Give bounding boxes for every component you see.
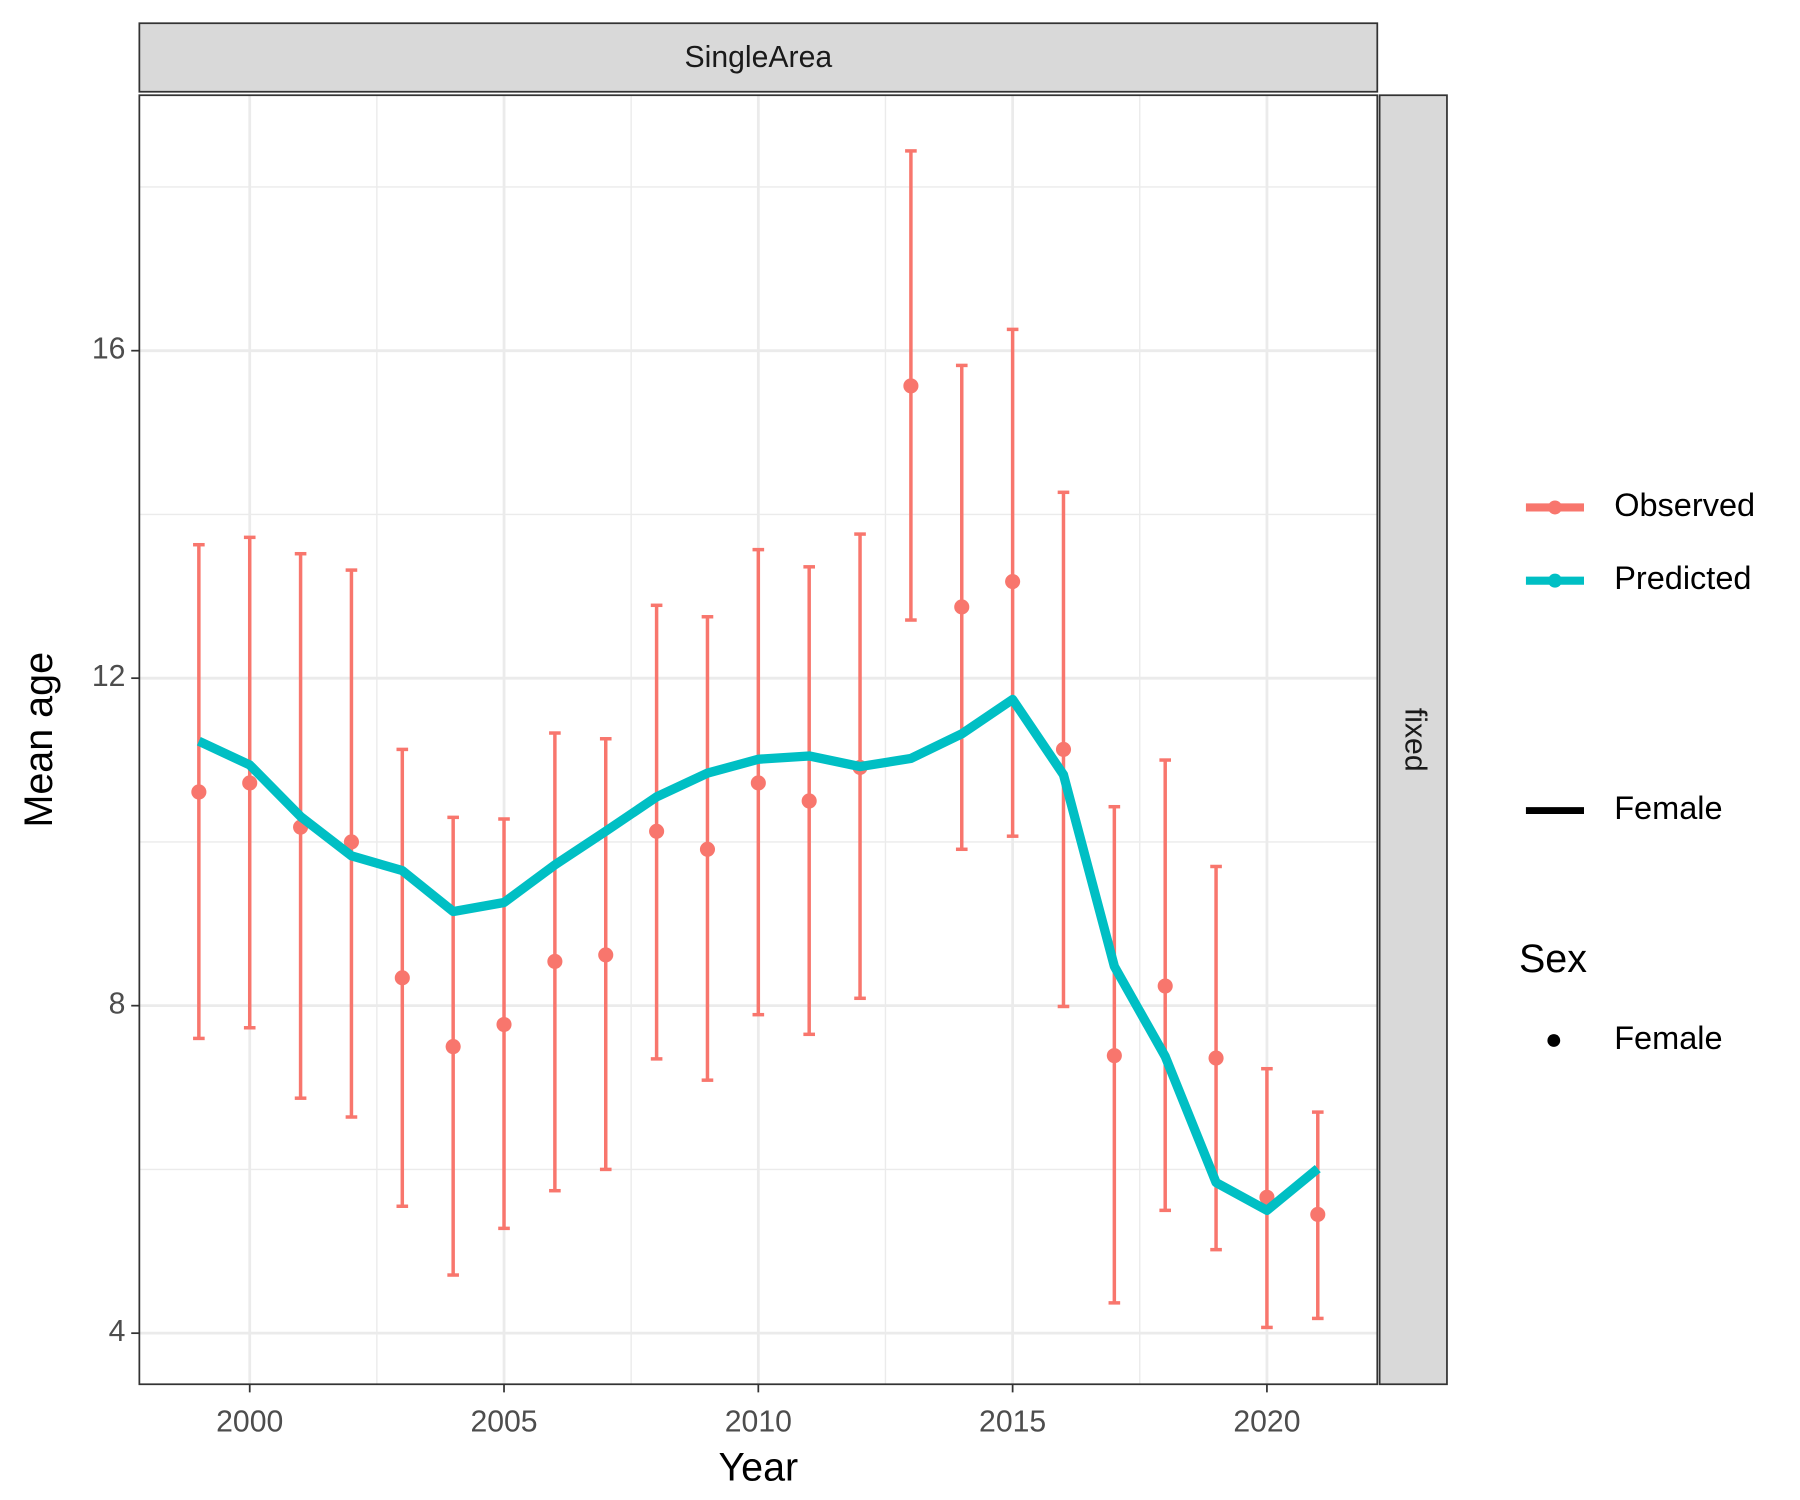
y-tick-label: 12	[92, 660, 126, 693]
point	[242, 775, 258, 791]
point	[801, 793, 817, 809]
point	[598, 947, 614, 963]
y-tick-label: 4	[109, 1315, 126, 1348]
y-axis-title: Mean age	[17, 652, 61, 828]
y-tick-label: 16	[92, 333, 126, 366]
strip-label: fixed	[1398, 708, 1431, 772]
legend-key	[1547, 573, 1562, 588]
strip-label: SingleArea	[684, 41, 832, 74]
point	[394, 970, 410, 986]
point	[191, 784, 207, 800]
point	[445, 1039, 461, 1055]
point	[750, 775, 766, 791]
legend-label: Female	[1614, 790, 1722, 826]
point	[954, 599, 970, 615]
plot-area	[191, 149, 1326, 1330]
point	[1005, 574, 1021, 590]
point	[1208, 1050, 1224, 1066]
point	[1310, 1206, 1326, 1222]
legend-label: Observed	[1614, 487, 1755, 523]
point	[699, 841, 716, 857]
point	[496, 1016, 512, 1033]
point	[903, 378, 919, 394]
x-tick-label: 2010	[725, 1406, 792, 1439]
point	[343, 834, 359, 850]
legend-label: Predicted	[1614, 560, 1751, 596]
point	[547, 953, 563, 970]
legend-label: Female	[1614, 1020, 1722, 1056]
legend-key	[1547, 1034, 1561, 1047]
point	[1055, 741, 1072, 757]
x-axis-title: Year	[718, 1446, 798, 1490]
legend-title: Sex	[1519, 937, 1587, 981]
strip-right	[1378, 94, 1448, 1386]
legend-key	[1547, 500, 1562, 515]
y-tick-label: 8	[109, 988, 126, 1021]
point	[1157, 978, 1173, 994]
legend: Female Sex Female Observed Predicted	[1519, 487, 1755, 1056]
x-tick-label: 2020	[1233, 1406, 1300, 1439]
x-tick-label: 2000	[216, 1406, 283, 1439]
point	[1259, 1189, 1275, 1205]
x-tick-label: 2015	[979, 1406, 1046, 1439]
line	[196, 694, 1321, 1215]
strip-top	[138, 22, 1379, 93]
point	[649, 823, 665, 839]
x-tick-label: 2005	[470, 1406, 537, 1439]
point	[1106, 1048, 1122, 1064]
